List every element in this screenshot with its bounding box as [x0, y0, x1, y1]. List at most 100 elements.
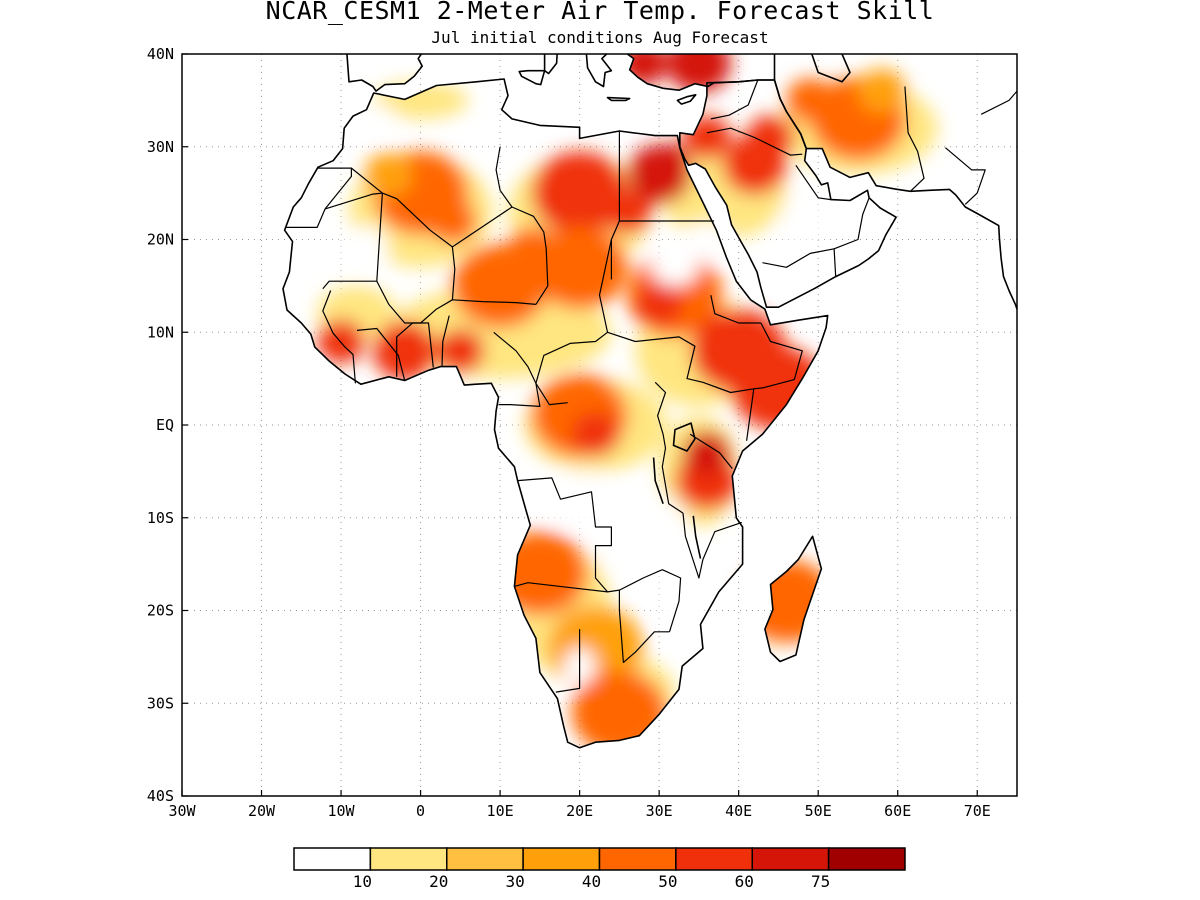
colorbar-swatch: [522, 847, 601, 871]
map-subtitle: Jul initial conditions Aug Forecast: [431, 28, 769, 47]
country-border: [710, 294, 761, 324]
country-border: [441, 315, 450, 367]
skill-cell-peak: [682, 430, 731, 475]
country-border: [710, 79, 759, 120]
y-tick-label: 20N: [147, 231, 174, 249]
map-title: NCAR_CESM1 2-Meter Air Temp. Forecast Sk…: [265, 0, 935, 25]
italy-coast: [543, 54, 558, 75]
country-border: [833, 197, 870, 250]
country-border: [322, 290, 356, 384]
country-border: [286, 167, 352, 228]
latitude-ticks: 40N 30N 20N 10N EQ 10S 20S 30S 40S: [147, 45, 188, 805]
skill-cell-peak: [722, 356, 771, 401]
y-tick-label: 40S: [147, 787, 174, 805]
skill-cell-peak: [364, 152, 413, 197]
country-border: [493, 331, 541, 407]
crete-coast: [606, 96, 631, 102]
x-tick-label: 20W: [248, 802, 276, 820]
country-border: [511, 206, 549, 305]
country-border: [555, 629, 581, 693]
x-tick-label: 50E: [805, 802, 832, 820]
colorbar-label: 50: [658, 872, 677, 891]
country-border: [351, 167, 513, 248]
skill-cell-low: [539, 471, 620, 528]
sicily-coast: [518, 69, 546, 86]
country-border: [495, 146, 513, 208]
x-tick-label: 60E: [884, 802, 911, 820]
country-border: [451, 246, 456, 300]
colorbar-swatch: [827, 847, 906, 871]
madagascar-coast: [764, 535, 823, 663]
country-border: [517, 477, 612, 593]
x-tick-label: 30E: [646, 802, 673, 820]
colorbar-label: 60: [735, 872, 754, 891]
country-border: [706, 127, 803, 156]
y-tick-label: 20S: [147, 602, 174, 620]
skill-cell-low: [683, 220, 731, 259]
caspian-coast: [810, 54, 851, 83]
spain-coast: [346, 54, 423, 92]
iran-india-coast: [773, 79, 1017, 310]
colorbar-swatch: [293, 847, 372, 871]
colorbar-swatch: [369, 847, 448, 871]
colorbar-label: 75: [811, 872, 830, 891]
country-border: [396, 322, 434, 377]
country-border: [689, 433, 733, 469]
skill-cell-low: [364, 105, 397, 133]
x-tick-label: 0: [416, 802, 425, 820]
turkey-coast: [626, 54, 776, 91]
skill-cell-low: [651, 248, 699, 286]
lake-malawi: [692, 515, 702, 559]
skill-cell-peak: [619, 54, 668, 86]
cyprus-coast: [676, 94, 697, 105]
skill-cell-peak: [762, 597, 811, 642]
skill-cell-peak: [786, 78, 835, 123]
lake-victoria: [672, 422, 696, 452]
colorbar-swatch: [598, 847, 677, 871]
colorbar-label: 30: [505, 872, 524, 891]
colorbar-swatch: [446, 847, 524, 871]
skill-cell-low: [595, 489, 691, 583]
x-tick-label: 20E: [566, 802, 593, 820]
country-border: [904, 86, 925, 192]
skill-cell-peak: [436, 328, 485, 373]
y-tick-label: 10S: [147, 509, 174, 527]
plot-area: [282, 54, 1017, 749]
skill-cell-peak: [587, 681, 636, 726]
africa-coast: [282, 78, 829, 749]
country-border: [376, 280, 536, 324]
skill-cell: [667, 54, 731, 93]
y-tick-label: 10N: [147, 323, 174, 341]
country-border: [619, 569, 682, 632]
country-border: [945, 147, 986, 205]
country-border: [654, 381, 684, 514]
country-border: [795, 164, 831, 201]
skill-cell-low: [341, 225, 389, 272]
colorbar-label: 40: [582, 872, 601, 891]
skill-field: [317, 54, 938, 748]
x-tick-label: 70E: [964, 802, 991, 820]
skill-cell-peak: [317, 319, 366, 364]
skill-cell-peak: [857, 69, 906, 114]
skill-cell: [372, 321, 437, 381]
skill-cell-peak: [507, 226, 556, 271]
skill-cell-low: [659, 582, 707, 639]
country-border: [607, 331, 755, 441]
y-tick-label: EQ: [156, 416, 174, 434]
country-border: [618, 610, 670, 663]
x-tick-label: 40E: [725, 802, 752, 820]
greece-coast: [585, 54, 613, 88]
x-tick-label: 10E: [487, 802, 514, 820]
y-tick-label: 30N: [147, 138, 174, 156]
skill-cell-peak: [603, 189, 652, 234]
skill-cell-peak: [746, 115, 795, 160]
longitude-ticks: 30W 20W 10W 0 10E 20E 30E 40E 50E 60E 70E: [168, 790, 991, 820]
country-border: [322, 192, 383, 290]
skill-cell-peak: [635, 282, 684, 327]
x-tick-label: 10W: [328, 802, 356, 820]
country-border: [610, 131, 620, 280]
colorbar-label: 20: [429, 872, 448, 891]
coastlines: [282, 54, 1017, 749]
country-border: [980, 90, 1017, 115]
